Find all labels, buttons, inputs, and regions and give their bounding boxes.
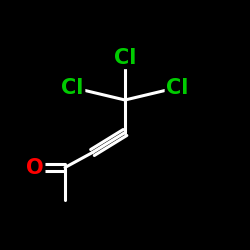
Text: Cl: Cl xyxy=(166,78,189,98)
Text: Cl: Cl xyxy=(61,78,84,98)
Text: O: O xyxy=(26,158,44,178)
Text: Cl: Cl xyxy=(114,48,136,68)
